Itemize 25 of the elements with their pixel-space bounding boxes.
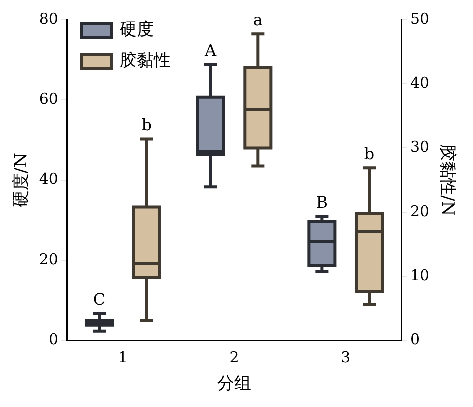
y-tick-label: 0: [48, 330, 58, 348]
x-tick-label: 1: [118, 348, 128, 366]
x-axis-title: 分组: [218, 374, 252, 394]
text: a: [253, 10, 263, 30]
text: A: [205, 41, 217, 60]
y2-axis-title: 胶黏性/N: [437, 144, 458, 216]
y2-tick-label: 50: [410, 10, 430, 28]
y-tick-label: 20: [39, 250, 58, 268]
y2-tick-label: 10: [410, 266, 430, 284]
x-tick-label: 2: [230, 348, 240, 366]
y-tick-label: 40: [39, 170, 58, 188]
legend-label: 胶黏性: [120, 50, 171, 71]
y2-tick-label: 20: [410, 202, 430, 220]
y2-tick-label: 40: [410, 74, 430, 92]
y2-tick-label: 30: [410, 138, 430, 156]
y-axis-title: 硬度/N: [12, 152, 32, 208]
y2-tick-label: 0: [410, 330, 420, 348]
text: B: [316, 192, 328, 212]
text: b: [364, 144, 375, 164]
text: C: [93, 290, 106, 309]
legend-label: 硬度: [120, 20, 154, 40]
x-tick-label: 3: [341, 348, 351, 366]
y-tick-label: 80: [39, 10, 58, 28]
text: b: [142, 115, 152, 134]
y-tick-label: 60: [39, 90, 58, 108]
